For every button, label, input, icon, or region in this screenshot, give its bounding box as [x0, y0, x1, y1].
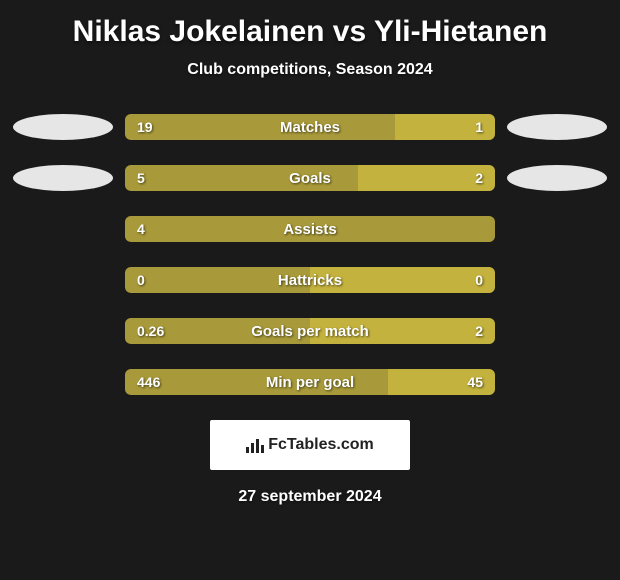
stat-label: Matches	[125, 114, 495, 140]
page-title: Niklas Jokelainen vs Yli-Hietanen	[0, 15, 620, 49]
player-left-ellipse	[13, 114, 113, 140]
stat-bar: 19Matches1	[125, 114, 495, 140]
stat-bar: 446Min per goal45	[125, 369, 495, 395]
stat-row: 19Matches1	[0, 114, 620, 140]
stat-label: Hattricks	[125, 267, 495, 293]
date-text: 27 september 2024	[0, 488, 620, 506]
stat-label: Goals per match	[125, 318, 495, 344]
stat-row: 446Min per goal45	[0, 369, 620, 395]
stat-value-right: 1	[463, 114, 495, 140]
stat-label: Assists	[125, 216, 495, 242]
subtitle: Club competitions, Season 2024	[0, 61, 620, 79]
stat-value-right: 2	[463, 318, 495, 344]
logo-text: FcTables.com	[268, 436, 374, 454]
stat-bar: 5Goals2	[125, 165, 495, 191]
stat-row: 0.26Goals per match2	[0, 318, 620, 344]
stat-label: Min per goal	[125, 369, 495, 395]
stat-row: 5Goals2	[0, 165, 620, 191]
logo-bars-icon	[246, 437, 264, 453]
player-left-ellipse	[13, 165, 113, 191]
player-right-ellipse	[507, 165, 607, 191]
comparison-infographic: Niklas Jokelainen vs Yli-Hietanen Club c…	[0, 0, 620, 516]
stat-value-right: 45	[455, 369, 495, 395]
logo-box: FcTables.com	[210, 420, 410, 470]
stat-value-right: 0	[463, 267, 495, 293]
stat-row: 0Hattricks0	[0, 267, 620, 293]
stat-value-right: 2	[463, 165, 495, 191]
stat-bar: 4Assists	[125, 216, 495, 242]
player-right-ellipse	[507, 114, 607, 140]
stat-row: 4Assists	[0, 216, 620, 242]
stat-bar: 0.26Goals per match2	[125, 318, 495, 344]
stat-value-right	[471, 216, 495, 242]
stats-area: 19Matches1 5Goals2 4Assists 0Hattricks0 0.26…	[0, 114, 620, 395]
logo: FcTables.com	[246, 436, 374, 454]
stat-label: Goals	[125, 165, 495, 191]
stat-bar: 0Hattricks0	[125, 267, 495, 293]
